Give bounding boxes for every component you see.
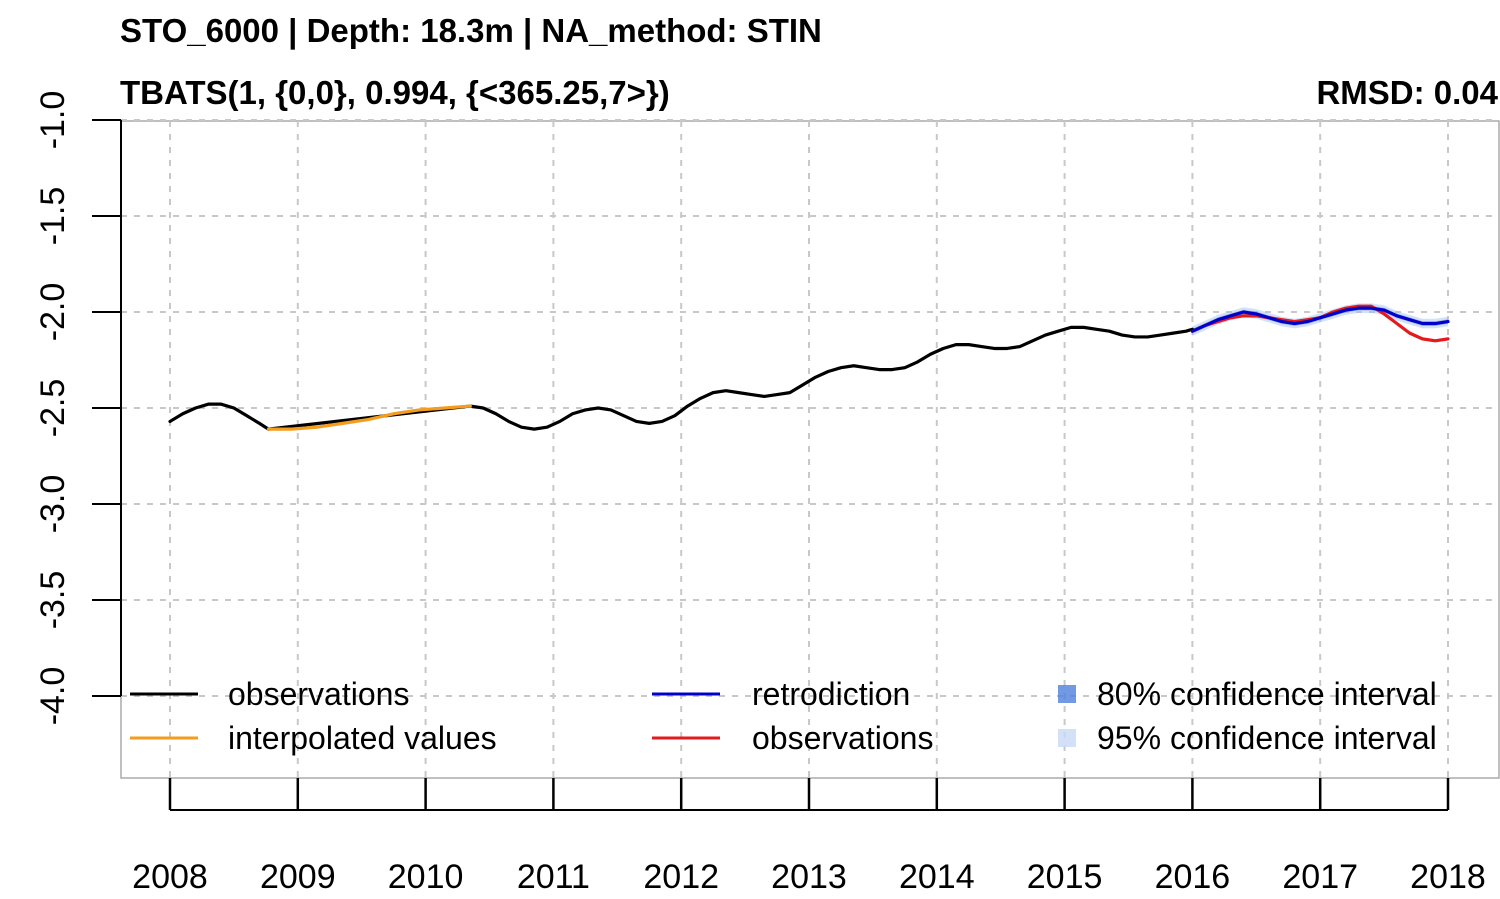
y-tick-label: -3.5 [34, 571, 72, 630]
series-line-observations [168, 325, 1195, 431]
legend-label: 80% confidence interval [1097, 676, 1437, 712]
legend-swatch [1058, 685, 1076, 703]
rmsd-annotation: RMSD: 0.04 [1316, 74, 1498, 111]
series-line-interpolated-values [266, 404, 472, 431]
chart-title: STO_6000 | Depth: 18.3m | NA_method: STI… [120, 12, 822, 49]
legend-label: observations [228, 676, 409, 712]
x-tick-label: 2017 [1282, 858, 1358, 896]
legend-swatch [1058, 729, 1076, 747]
y-tick-label: -2.5 [34, 379, 72, 438]
x-tick-label: 2009 [260, 858, 336, 896]
legend-label: retrodiction [752, 676, 910, 712]
series-line-retrodiction [1190, 306, 1450, 333]
x-tick-label: 2010 [388, 858, 464, 896]
x-tick-label: 2012 [643, 858, 719, 896]
x-tick-label: 2008 [132, 858, 208, 896]
x-tick-label: 2014 [899, 858, 975, 896]
grid-lines [121, 119, 1499, 778]
x-axis: 2008 2009 2010 2011 2012 2013 2014 2015 2016 2017… [132, 778, 1486, 896]
y-tick-label: -4.0 [34, 667, 72, 726]
series-lines [168, 304, 1450, 431]
x-tick-label: 2013 [771, 858, 847, 896]
legend: observations interpolated values retrodict… [130, 676, 1437, 756]
y-tick-label: -1.0 [34, 91, 72, 150]
y-tick-label: -2.0 [34, 283, 72, 342]
chart-subtitle: TBATS(1, {0,0}, 0.994, {<365.25,7>}) [120, 74, 670, 111]
x-tick-label: 2011 [517, 858, 590, 896]
y-tick-label: -1.5 [34, 187, 72, 246]
x-tick-label: 2018 [1410, 858, 1486, 896]
y-axis: -1.0 -1.5 -2.0 -2.5 -3.0 -3.5 -4.0 [34, 91, 122, 726]
legend-label: 95% confidence interval [1097, 720, 1437, 756]
x-tick-label: 2016 [1155, 858, 1231, 896]
legend-label: interpolated values [228, 720, 497, 756]
x-tick-label: 2015 [1027, 858, 1103, 896]
legend-label: observations [752, 720, 933, 756]
y-tick-label: -3.0 [34, 475, 72, 534]
